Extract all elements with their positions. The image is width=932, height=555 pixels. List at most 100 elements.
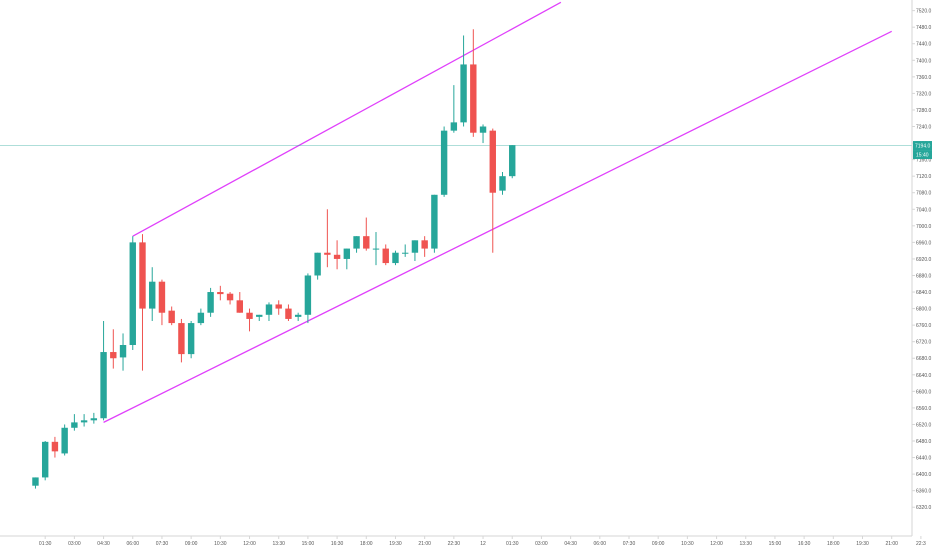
price-tick-label: 6360.0 xyxy=(916,489,932,495)
candle-body xyxy=(450,122,458,131)
last-price-badge xyxy=(913,141,932,151)
time-tick-label: 09:00 xyxy=(185,541,198,547)
candle xyxy=(314,252,321,280)
candle-body xyxy=(119,345,127,358)
time-tick-label: 07:30 xyxy=(623,541,636,547)
time-tick-label: 21:00 xyxy=(418,541,431,547)
price-tick-label: 6840.0 xyxy=(916,290,932,296)
price-axis[interactable]: 6320.0 6360.0 6400.0 6440.0 6480.0 6520.0 6560… xyxy=(911,0,932,536)
candle-body xyxy=(402,252,409,254)
time-tick-label: 18:00 xyxy=(827,541,840,547)
candle-body xyxy=(363,236,370,249)
time-tick-label: 04:30 xyxy=(564,541,577,547)
candle-body xyxy=(32,477,39,486)
candle xyxy=(285,304,292,322)
time-tick-label: 07:30 xyxy=(156,541,169,547)
price-tick-label: 7120.0 xyxy=(916,174,932,180)
price-tick-label: 6600.0 xyxy=(916,389,932,395)
candle-body xyxy=(61,427,68,454)
candle-body xyxy=(246,312,253,319)
candle xyxy=(41,441,49,481)
candle xyxy=(324,209,331,268)
candle-body xyxy=(343,248,351,259)
candle-body xyxy=(51,441,59,452)
candle xyxy=(71,414,78,431)
candle-body xyxy=(285,308,292,319)
candle xyxy=(372,232,380,266)
candle xyxy=(353,236,360,253)
candle-body xyxy=(431,194,438,249)
price-tick-label: 7240.0 xyxy=(916,125,932,131)
candle-body xyxy=(509,145,516,177)
candle-body xyxy=(411,240,419,253)
candle xyxy=(392,250,399,266)
price-tick-label: 6720.0 xyxy=(916,340,932,346)
candle-body xyxy=(324,252,331,255)
candle-body xyxy=(100,352,107,419)
price-tick-label: 7160.0 xyxy=(916,158,932,164)
channel-lines[interactable] xyxy=(103,1,892,423)
candle xyxy=(246,308,253,332)
candle xyxy=(217,285,224,301)
time-tick-label: 22:3 xyxy=(916,541,926,547)
candle xyxy=(236,292,243,313)
candle xyxy=(178,318,185,363)
time-tick-label: 09:00 xyxy=(652,541,665,547)
candle xyxy=(197,308,205,326)
time-tick-label: 12:00 xyxy=(710,541,723,547)
price-tick-label: 6760.0 xyxy=(916,323,932,329)
candle-body xyxy=(353,236,360,249)
candle-body xyxy=(129,242,136,346)
candle-body xyxy=(489,130,496,193)
candle xyxy=(226,292,234,305)
candle-body xyxy=(139,242,146,309)
candle xyxy=(149,267,156,322)
candle xyxy=(100,321,107,421)
candle xyxy=(207,287,214,317)
price-tick-label: 6960.0 xyxy=(916,240,932,246)
candle-body xyxy=(275,304,282,309)
price-tick-label: 7040.0 xyxy=(916,207,932,213)
time-tick-label: 06:00 xyxy=(594,541,607,547)
candle-body xyxy=(110,352,117,359)
price-tick-label: 6440.0 xyxy=(916,456,932,462)
time-tick-label: 16:30 xyxy=(798,541,811,547)
candle-body xyxy=(168,310,175,324)
candle xyxy=(61,424,68,456)
time-tick-label: 10:30 xyxy=(214,541,227,547)
time-tick-label: 22:30 xyxy=(448,541,461,547)
candle-body xyxy=(460,64,467,123)
candle xyxy=(32,477,39,489)
candle-body xyxy=(197,312,205,324)
candle-body xyxy=(187,323,195,355)
candle xyxy=(363,217,370,251)
candle-body xyxy=(314,252,321,276)
price-tick-label: 6320.0 xyxy=(916,505,932,511)
candle-body xyxy=(178,323,185,355)
candle xyxy=(343,248,351,270)
candle xyxy=(110,329,117,369)
candlestick-series[interactable] xyxy=(32,29,516,489)
time-axis[interactable]: 01:30 03:00 04:30 06:00 07:30 09:00 10:30 12:00… xyxy=(0,535,926,547)
time-tick-label: 01:30 xyxy=(506,541,519,547)
candle xyxy=(333,240,341,270)
candle-body xyxy=(372,248,380,250)
time-tick-label: 12:00 xyxy=(243,541,256,547)
candle xyxy=(294,312,302,322)
candle xyxy=(256,314,263,322)
price-tick-label: 6520.0 xyxy=(916,422,932,428)
time-tick-label: 06:00 xyxy=(127,541,140,547)
candle-body xyxy=(479,126,487,133)
candle xyxy=(411,240,419,261)
candle xyxy=(499,172,506,195)
candle xyxy=(479,124,487,144)
price-tick-label: 6480.0 xyxy=(916,439,932,445)
candle xyxy=(402,244,409,257)
candle xyxy=(139,234,146,371)
price-tick-label: 6880.0 xyxy=(916,273,932,279)
candle xyxy=(90,412,98,424)
candle-body xyxy=(90,418,98,421)
candle-body xyxy=(294,314,302,317)
